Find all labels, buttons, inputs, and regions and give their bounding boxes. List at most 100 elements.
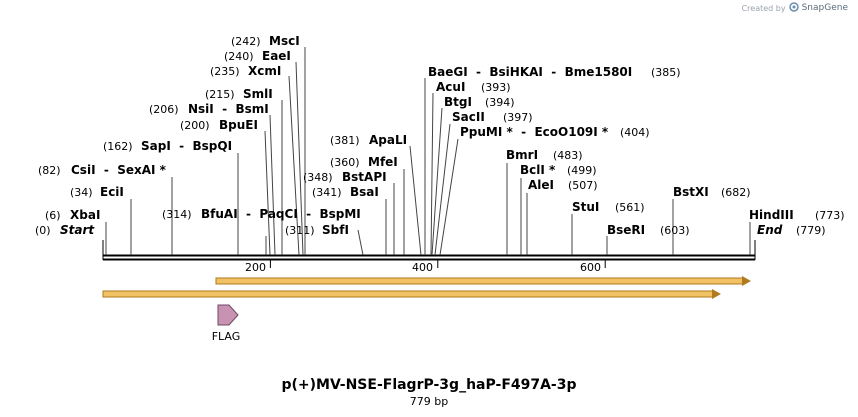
start-name: Start <box>60 223 95 237</box>
flag-arrow-icon <box>217 304 239 326</box>
leader-sacii <box>434 123 451 256</box>
site-stui-name: StuI <box>572 200 599 214</box>
site-sacii-pos: (397) <box>503 111 533 124</box>
ruler-tick-600: 600 <box>580 260 606 274</box>
site-mfei-name: MfeI <box>368 155 398 169</box>
site-sacii[interactable]: SacII (397) <box>452 110 533 124</box>
site-sbfi[interactable]: (311) SbfI <box>285 223 349 237</box>
feature-arrow-orf-2[interactable] <box>102 289 721 299</box>
site-btgi[interactable]: BtgI (394) <box>444 95 515 109</box>
site-mfei-pos: (360) <box>330 156 360 169</box>
site-mfei[interactable]: (360) MfeI <box>330 155 398 169</box>
site-bfuai-pos: (314) <box>162 208 192 221</box>
site-btgi-name: BtgI <box>444 95 472 109</box>
site-bseri[interactable]: BseRI (603) <box>607 223 690 237</box>
site-sapi-name: SapI - BspQI <box>141 139 232 153</box>
site-bseri-pos: (603) <box>660 224 690 237</box>
site-bpuei-pos: (200) <box>180 119 210 132</box>
site-hindiii-pos: (773) <box>815 209 845 222</box>
site-smli-name: SmlI <box>243 87 273 101</box>
site-alei[interactable]: AleI (507) <box>528 178 598 192</box>
site-hindiii-name: HindIII <box>749 208 794 222</box>
site-bcli-pos: (499) <box>567 164 597 177</box>
site-alei-pos: (507) <box>568 179 598 192</box>
leader-eaei <box>295 61 304 256</box>
feature-flag[interactable]: FLAG <box>212 304 241 343</box>
site-bseri-name: BseRI <box>607 223 645 237</box>
leader-ppumi <box>439 138 459 256</box>
site-nsii-name: NsiI - BsmI <box>188 102 269 116</box>
ruler-tick-label-200: 200 <box>245 261 266 274</box>
snapgene-brand: Created by SnapGene <box>742 2 848 14</box>
site-baegi-name: BaeGI - BsiHKAI - Bme1580I <box>428 65 632 79</box>
site-bsai-name: BsaI <box>350 185 379 199</box>
site-hindiii[interactable]: HindIII (773) <box>749 208 845 222</box>
site-eaei[interactable]: (240) EaeI <box>224 49 291 63</box>
leader-sbfi <box>357 229 364 256</box>
ruler-tick-label-600: 600 <box>580 261 601 274</box>
site-bsai-pos: (341) <box>312 186 342 199</box>
site-baegi-pos: (385) <box>651 66 681 79</box>
site-bstapi[interactable]: (348) BstAPI <box>303 170 387 184</box>
ruler-tick-label-400: 400 <box>412 261 433 274</box>
site-csii-pos: (82) <box>38 164 61 177</box>
site-bmri-name: BmrI <box>506 148 538 162</box>
site-ppumi-ecoo109i[interactable]: PpuMI * - EcoO109I * (404) <box>460 125 650 139</box>
ruler-tick-200: 200 <box>245 260 271 274</box>
site-bfuai-paqci-bspmi[interactable]: (314) BfuAI - PaqCI - BspMI <box>162 207 361 221</box>
end-name: End <box>757 223 783 237</box>
site-bstxi-name: BstXI <box>673 185 709 199</box>
site-apali[interactable]: (381) ApaLI <box>330 133 407 147</box>
plasmid-title: p(+)MV-NSE-FlagrP-3g_haP-F497A-3p <box>281 377 577 393</box>
site-eaei-name: EaeI <box>262 49 291 63</box>
site-msci[interactable]: (242) MscI <box>231 34 300 48</box>
site-xbai-pos: (6) <box>45 209 61 222</box>
site-acui[interactable]: AcuI (393) <box>436 80 511 94</box>
site-bpuei-name: BpuEI <box>219 118 258 132</box>
brand-created-by: Created by <box>741 3 786 13</box>
site-xbai[interactable]: (6) XbaI <box>45 208 100 222</box>
site-bstxi-pos: (682) <box>721 186 751 199</box>
site-nsii-bsmi[interactable]: (206) NsiI - BsmI <box>149 102 269 116</box>
site-xcmi[interactable]: (235) XcmI <box>210 64 281 78</box>
leader-bpuei <box>264 130 271 256</box>
site-bstxi[interactable]: BstXI (682) <box>673 185 751 199</box>
site-sbfi-name: SbfI <box>322 223 349 237</box>
site-msci-name: MscI <box>269 34 300 48</box>
site-bcli[interactable]: BclI * (499) <box>520 163 597 177</box>
plasmid-length: 779 bp <box>409 395 449 408</box>
site-sapi-bspqi[interactable]: (162) SapI - BspQI <box>103 139 232 153</box>
site-apali-pos: (381) <box>330 134 360 147</box>
site-smli[interactable]: (215) SmlI <box>205 87 273 101</box>
leader-xcmi <box>288 75 300 256</box>
site-nsii-pos: (206) <box>149 103 179 116</box>
site-csii-sexai[interactable]: (82) CsiI - SexAI * <box>38 163 167 177</box>
site-smli-pos: (215) <box>205 88 235 101</box>
site-bmri[interactable]: BmrI (483) <box>506 148 583 162</box>
site-bfuai-name: BfuAI - PaqCI - BspMI <box>201 207 361 221</box>
site-csii-name: CsiI - SexAI * <box>71 163 167 177</box>
site-ppumi-name: PpuMI * - EcoO109I * <box>460 125 609 139</box>
site-xcmi-name: XcmI <box>248 64 281 78</box>
site-alei-name: AleI <box>528 178 554 192</box>
ruler-tick-400: 400 <box>412 260 439 274</box>
site-stui[interactable]: StuI (561) <box>572 200 645 214</box>
site-bpuei[interactable]: (200) BpuEI <box>180 118 258 132</box>
end-pos: (779) <box>796 224 826 237</box>
site-sapi-pos: (162) <box>103 140 133 153</box>
site-bcli-name: BclI * <box>520 163 556 177</box>
site-baegi-bsihkai-bme1580i[interactable]: BaeGI - BsiHKAI - Bme1580I (385) <box>428 65 681 79</box>
site-bstapi-pos: (348) <box>303 171 333 184</box>
site-xbai-name: XbaI <box>70 208 100 222</box>
leader-acui <box>430 92 434 256</box>
site-ecii[interactable]: (34) EciI <box>70 185 124 199</box>
leader-nsii <box>269 114 276 256</box>
feature-arrow-orf-1[interactable] <box>215 276 751 286</box>
feature-flag-label: FLAG <box>212 330 241 343</box>
site-eaei-pos: (240) <box>224 50 254 63</box>
site-apali-name: ApaLI <box>369 133 407 147</box>
site-ecii-pos: (34) <box>70 186 93 199</box>
start-pos: (0) <box>35 224 51 237</box>
snapgene-logo-icon <box>788 2 799 14</box>
site-bsai[interactable]: (341) BsaI <box>312 185 379 199</box>
